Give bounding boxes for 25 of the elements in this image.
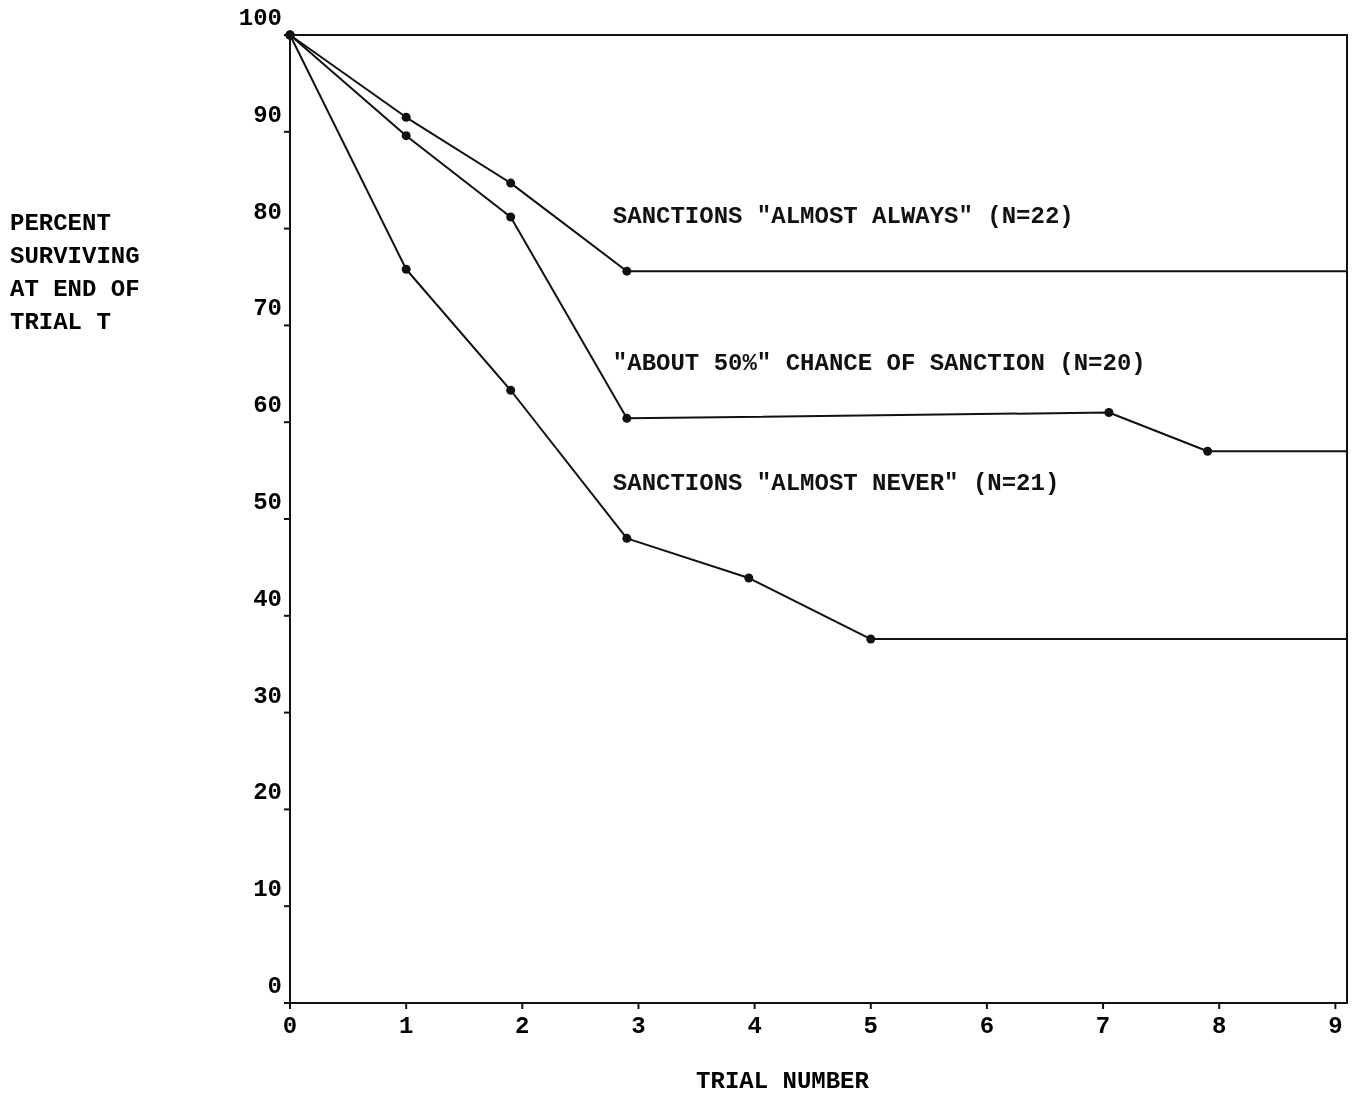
x-tick-label: 1 [398, 1013, 414, 1040]
x-tick-label: 8 [1212, 1013, 1227, 1040]
y-tick-label: 0 [267, 973, 282, 1000]
x-tick-label: 4 [747, 1013, 762, 1040]
x-tick-label: 9 [1328, 1013, 1343, 1040]
series-label: SANCTIONS "ALMOST NEVER" (N=21) [612, 470, 1060, 498]
series-label: "ABOUT 50%" CHANCE OF SANCTION (N=20) [612, 350, 1146, 378]
x-tick-label: 5 [863, 1013, 878, 1040]
y-tick-label: 20 [253, 779, 282, 807]
y-tick-label: 40 [253, 585, 282, 613]
series-label: SANCTIONS "ALMOST ALWAYS" (N=22) [612, 203, 1074, 231]
y-tick-label: 60 [253, 392, 282, 420]
x-tick-label: 7 [1095, 1013, 1111, 1040]
y-tick-label: 10 [253, 876, 282, 904]
y-tick-label: 90 [253, 101, 282, 129]
x-tick-label: 6 [979, 1013, 995, 1040]
y-tick-label: 100 [238, 5, 282, 32]
y-tick-label: 50 [253, 489, 282, 516]
y-tick-label: 30 [253, 682, 282, 710]
x-tick-label: 3 [631, 1013, 646, 1040]
y-tick-label: 70 [253, 295, 282, 323]
x-tick-label: 2 [515, 1013, 530, 1040]
x-axis-title: TRIAL NUMBER [696, 1068, 870, 1095]
y-tick-label: 80 [253, 198, 282, 226]
y-axis-title: PERCENT SURVIVING AT END OF TRIAL T [10, 210, 140, 336]
